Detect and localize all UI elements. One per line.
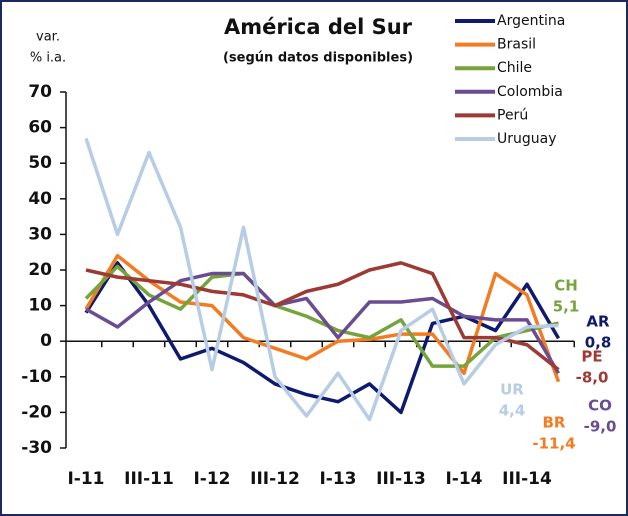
legend-label: Brasil: [497, 37, 536, 53]
y-tick-label: -30: [21, 438, 52, 458]
y-tick-label: 10: [28, 296, 52, 316]
y-tick-label: 60: [28, 118, 52, 138]
y-tick-label: 30: [28, 224, 52, 244]
end-label: CO: [588, 397, 612, 415]
x-tick-label: III-14: [502, 469, 552, 489]
y-axis-label: % i.a.: [30, 51, 66, 66]
end-label: BR: [543, 414, 566, 432]
value-label: -9,0: [584, 418, 617, 436]
x-tick-label: III-12: [250, 469, 300, 489]
y-tick-label: -20: [21, 402, 52, 422]
series-line: [84, 137, 559, 422]
chart-title: América del Sur: [224, 15, 413, 39]
value-label: 0,8: [585, 334, 612, 352]
y-tick-label: 70: [28, 82, 52, 102]
x-tick-label: III-13: [376, 469, 426, 489]
legend-label: Perú: [497, 107, 528, 123]
x-tick-label: I-11: [67, 469, 104, 489]
series-line: [84, 264, 559, 368]
y-tick-label: 0: [40, 331, 52, 351]
legend-label: Chile: [497, 60, 532, 76]
end-label: CH: [554, 277, 578, 295]
value-label: -8,0: [576, 369, 609, 387]
y-axis-label: var.: [36, 30, 60, 45]
end-label: UR: [500, 381, 524, 399]
y-tick-label: 40: [28, 189, 52, 209]
chart-subtitle: (según datos disponibles): [223, 51, 413, 66]
y-tick-label: 20: [28, 260, 52, 280]
value-label: 5,1: [553, 298, 580, 316]
value-label: 4,4: [499, 402, 526, 420]
y-tick-label: 50: [28, 153, 52, 173]
series-line: [85, 261, 560, 372]
value-label: -11,4: [532, 435, 575, 453]
legend-label: Uruguay: [497, 131, 557, 147]
x-tick-label: I-13: [319, 469, 356, 489]
y-tick-label: -10: [21, 367, 52, 387]
x-tick-label: I-14: [445, 469, 482, 489]
series-line: [85, 271, 561, 375]
x-tick-label: I-12: [193, 469, 230, 489]
legend-label: Argentina: [497, 13, 565, 29]
end-label: AR: [586, 313, 610, 331]
end-label: PE: [581, 348, 602, 366]
legend-label: Colombia: [497, 84, 563, 100]
x-tick-label: III-11: [124, 469, 174, 489]
